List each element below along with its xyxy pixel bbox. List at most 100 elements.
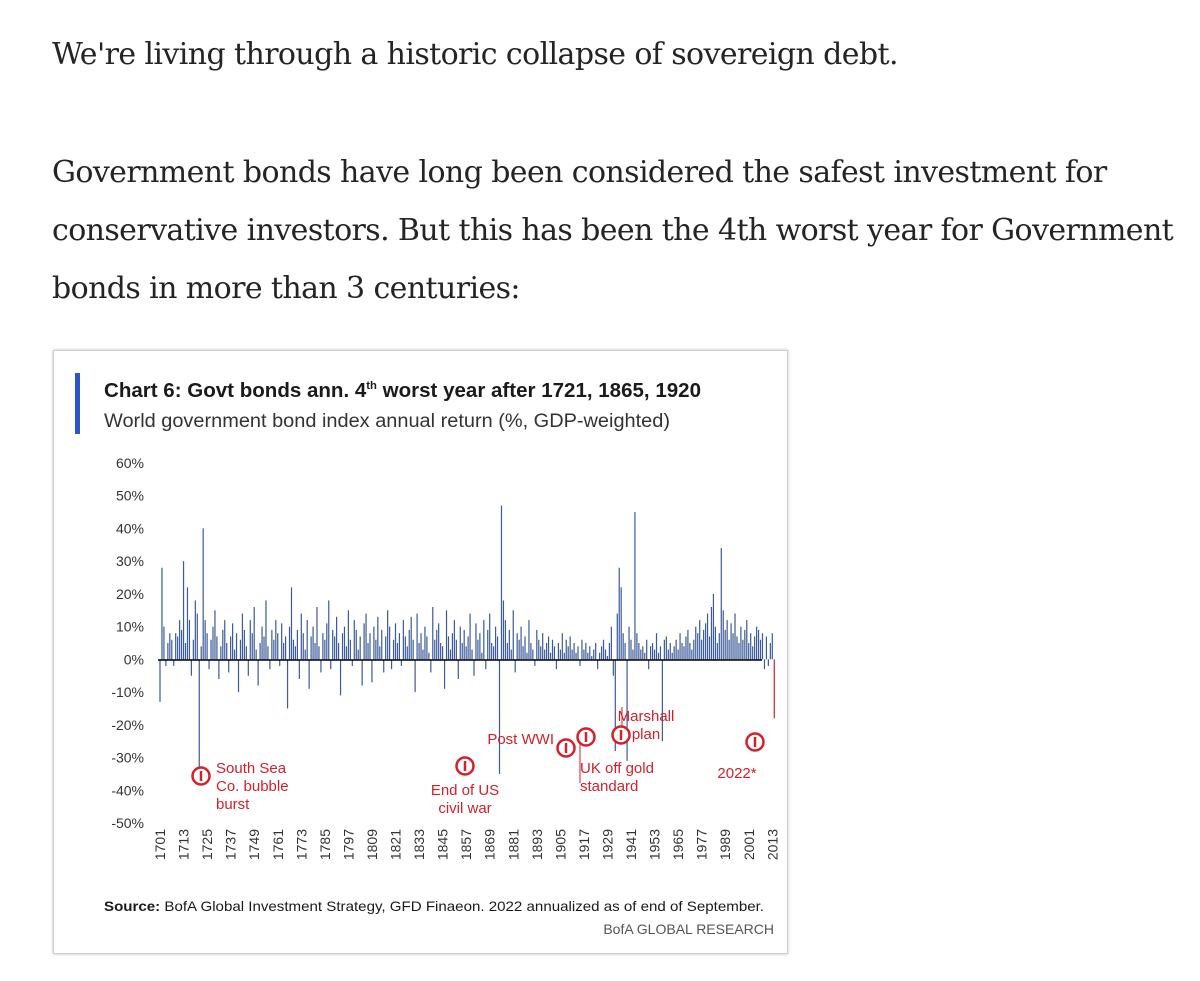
bar <box>756 626 758 660</box>
bar <box>599 652 601 660</box>
bar <box>326 623 328 660</box>
chart-subtitle: World government bond index annual retur… <box>104 411 670 432</box>
bar <box>663 639 665 660</box>
bar <box>469 613 471 660</box>
bar <box>773 659 775 719</box>
brand-label: BofA GLOBAL RESEARCH <box>603 921 774 937</box>
bar <box>467 636 469 660</box>
bar <box>595 643 597 660</box>
bar <box>771 633 773 660</box>
bar <box>651 643 654 660</box>
bar <box>701 639 703 660</box>
bar <box>532 649 534 660</box>
bar <box>567 646 569 660</box>
bar <box>212 626 214 660</box>
bar <box>636 633 638 660</box>
bar <box>357 649 359 660</box>
bar <box>612 659 614 676</box>
bar <box>759 639 762 660</box>
bar <box>703 629 705 660</box>
bar <box>318 646 320 660</box>
bar <box>218 659 220 679</box>
bar <box>661 659 663 742</box>
x-tick-label: 1845 <box>435 829 451 860</box>
bar <box>459 626 461 660</box>
y-axis: 60% 50% 40% 30% 20% 10% 0% -10% -20% -30% -40% -50% <box>111 455 144 831</box>
bar <box>316 607 318 660</box>
bar <box>188 620 191 660</box>
bar <box>239 639 242 660</box>
bar <box>424 626 426 660</box>
bar <box>383 659 385 673</box>
bar <box>557 643 559 660</box>
bar <box>620 587 622 660</box>
x-tick-label: 1809 <box>364 829 380 860</box>
bar <box>249 620 251 660</box>
bar <box>675 639 677 660</box>
bar <box>657 652 660 660</box>
bar <box>632 649 634 660</box>
bar <box>440 643 442 660</box>
bar <box>540 646 542 660</box>
x-tick-label: 1881 <box>505 829 521 860</box>
x-tick-label: 2001 <box>741 829 757 860</box>
bar <box>730 623 732 660</box>
bar <box>224 620 226 660</box>
x-tick-label: 1701 <box>152 829 168 860</box>
bar <box>163 626 165 660</box>
bar <box>375 639 377 660</box>
bar <box>241 613 244 660</box>
bar <box>736 636 738 660</box>
bar <box>269 659 271 670</box>
bar <box>648 659 650 670</box>
bar <box>471 649 473 660</box>
x-tick-label: 1941 <box>623 829 639 860</box>
bar <box>500 505 503 660</box>
bar <box>679 633 681 660</box>
bar <box>685 636 687 660</box>
bar <box>522 646 524 660</box>
bar <box>351 659 353 666</box>
body-paragraph: Government bonds have long been consider… <box>52 155 1174 306</box>
bar <box>396 643 399 660</box>
y-tick-label: 50% <box>116 488 144 504</box>
bar <box>706 613 709 660</box>
bar <box>361 659 363 686</box>
bar <box>475 623 477 660</box>
bar <box>292 639 295 660</box>
bar <box>237 659 240 693</box>
bar <box>332 629 334 660</box>
bar <box>385 636 387 660</box>
bar <box>398 633 401 660</box>
bar <box>404 636 406 660</box>
bar <box>744 629 746 660</box>
bar <box>161 567 163 660</box>
bar <box>650 646 652 660</box>
bar <box>273 639 275 660</box>
bar <box>175 633 177 660</box>
bar <box>622 633 624 660</box>
bar <box>369 633 371 660</box>
x-tick-label: 1749 <box>246 829 262 860</box>
bar <box>504 620 506 660</box>
x-tick-label: 2013 <box>764 829 780 860</box>
bar <box>267 646 269 660</box>
bar <box>587 652 589 660</box>
bar <box>192 639 194 660</box>
bar <box>697 633 699 660</box>
bar <box>177 636 179 660</box>
bar <box>748 643 750 660</box>
annotations: South Sea Co. bubble burst End of US civil w… <box>191 707 765 817</box>
bar <box>585 643 587 660</box>
bar <box>230 636 232 660</box>
bar <box>220 646 222 660</box>
bar <box>708 636 711 660</box>
bar <box>165 659 167 666</box>
bar <box>642 646 644 660</box>
bar <box>408 629 410 660</box>
bar <box>402 620 404 660</box>
bar <box>243 629 245 660</box>
bar <box>600 646 603 660</box>
bar <box>577 646 579 660</box>
bar <box>275 620 277 660</box>
